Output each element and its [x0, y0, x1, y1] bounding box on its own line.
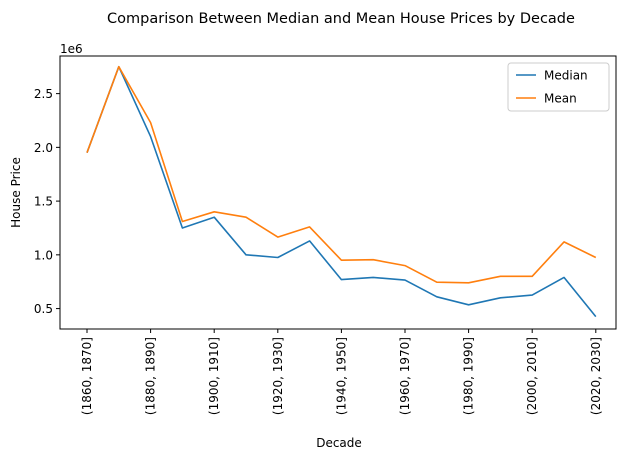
y-tick-label: 1.0 [34, 248, 53, 262]
x-tick-label: (1880, 1890] [144, 337, 158, 415]
x-axis-label: Decade [316, 436, 362, 450]
chart-title: Comparison Between Median and Mean House… [107, 11, 575, 27]
x-tick-label: (1860, 1870] [80, 337, 94, 415]
y-tick-label: 0.5 [34, 302, 53, 316]
x-tick-label: (1960, 1970] [398, 337, 412, 415]
y-axis: 0.5 1.0 1.5 2.0 2.5 [34, 87, 60, 316]
x-tick-label: (1920, 1930] [271, 337, 285, 415]
y-tick-label: 2.5 [34, 87, 53, 101]
y-offset-label: 1e6 [60, 42, 83, 56]
series-lines [86, 65, 597, 318]
x-axis: (1860, 1870] (1880, 1890] (1900, 1910] (192… [80, 329, 603, 415]
axes-frame [59, 55, 617, 330]
x-tick-label: (2000, 2010] [525, 337, 539, 415]
legend-label-mean: Mean [544, 92, 577, 106]
y-tick-label: 2.0 [34, 141, 53, 155]
x-tick-label: (2020, 2030] [589, 337, 603, 415]
x-tick-label: (1900, 1910] [207, 337, 221, 415]
x-tick-label: (1940, 1950] [334, 337, 348, 415]
plot-area [59, 55, 617, 330]
legend: Median Mean [507, 62, 610, 112]
x-tick-label: (1980, 1990] [462, 337, 476, 415]
legend-label-median: Median [544, 69, 588, 83]
series-line-median [86, 65, 597, 318]
y-tick-label: 1.5 [34, 195, 53, 209]
y-axis-label: House Price [9, 157, 23, 228]
series-line-mean [86, 65, 597, 284]
